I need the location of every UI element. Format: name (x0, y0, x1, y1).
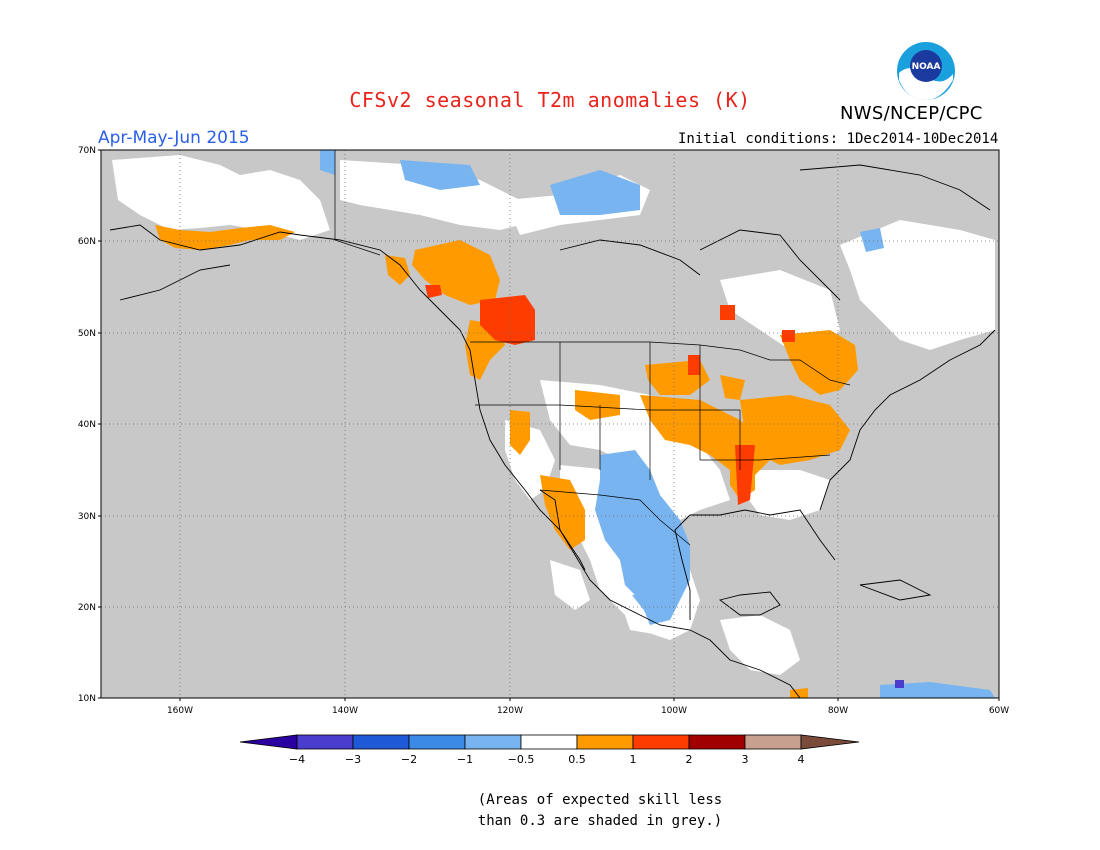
political-borders (334, 150, 851, 546)
skill-footnote: (Areas of expected skill less than 0.3 a… (430, 790, 770, 832)
season-label: Apr-May-Jun 2015 (98, 128, 250, 148)
lon-label: 120W (497, 706, 523, 716)
colorbar-segment (464, 734, 522, 750)
agency-label: NWS/NCEP/CPC (840, 103, 983, 124)
colorbar-segment (296, 734, 354, 750)
colorbar-segment (688, 734, 746, 750)
lat-label: 20N (78, 603, 96, 613)
colorbar-segment (800, 734, 860, 750)
colorbar-tick-label: −1 (457, 753, 473, 766)
latitude-labels: 70N 60N 50N 40N 30N 20N 10N (78, 146, 101, 704)
lon-label: 160W (167, 706, 193, 716)
graticule (101, 150, 999, 698)
footnote-line-1: (Areas of expected skill less (477, 792, 723, 808)
lat-label: 50N (78, 329, 96, 339)
colorbar-tick-label: 3 (742, 753, 749, 766)
colorbar-segment (239, 734, 298, 750)
warm-anomaly-areas (155, 225, 858, 698)
longitude-labels: 160W 140W 120W 100W 80W 60W (167, 698, 1009, 716)
colorbar-segment (744, 734, 802, 750)
lon-label: 80W (828, 706, 848, 716)
cool-anomaly-areas (320, 150, 995, 698)
anomaly-map: 70N 60N 50N 40N 30N 20N 10N 160W 140W 120W 100W 80… (78, 146, 1009, 716)
map-title: CFSv2 seasonal T2m anomalies (K) (349, 88, 751, 112)
colorbar-tick-label: −2 (401, 753, 417, 766)
initial-conditions-label: Initial conditions: 1Dec2014-10Dec2014 (678, 131, 999, 147)
noaa-logo: NOAA (896, 41, 956, 101)
colorbar-segment (632, 734, 690, 750)
strong-cool-cell (895, 680, 904, 688)
lon-label: 140W (332, 706, 358, 716)
colorbar-tick-label: −3 (345, 753, 361, 766)
colorbar-segment (352, 734, 410, 750)
colorbar: −4 −3 −2 −1 −0.5 0.5 1 2 3 4 (239, 734, 860, 766)
colorbar-tick-label: −4 (289, 753, 305, 766)
lat-label: 60N (78, 237, 96, 247)
footnote-line-2: than 0.3 are shaded in grey.) (477, 813, 723, 829)
colorbar-tick-label: −0.5 (508, 753, 535, 766)
colorbar-segment (576, 734, 634, 750)
lat-label: 10N (78, 694, 96, 704)
colorbar-tick-label: 4 (798, 753, 805, 766)
lon-label: 60W (989, 706, 1009, 716)
colorbar-tick-label: 1 (630, 753, 637, 766)
coastlines (109, 164, 996, 699)
logo-text: NOAA (912, 62, 941, 72)
lat-label: 40N (78, 420, 96, 430)
lon-label: 100W (661, 706, 687, 716)
colorbar-segment (520, 734, 578, 750)
lat-label: 70N (78, 146, 96, 156)
lat-label: 30N (78, 512, 96, 522)
colorbar-segment (408, 734, 466, 750)
colorbar-tick-label: 2 (686, 753, 693, 766)
colorbar-tick-label: 0.5 (568, 753, 586, 766)
